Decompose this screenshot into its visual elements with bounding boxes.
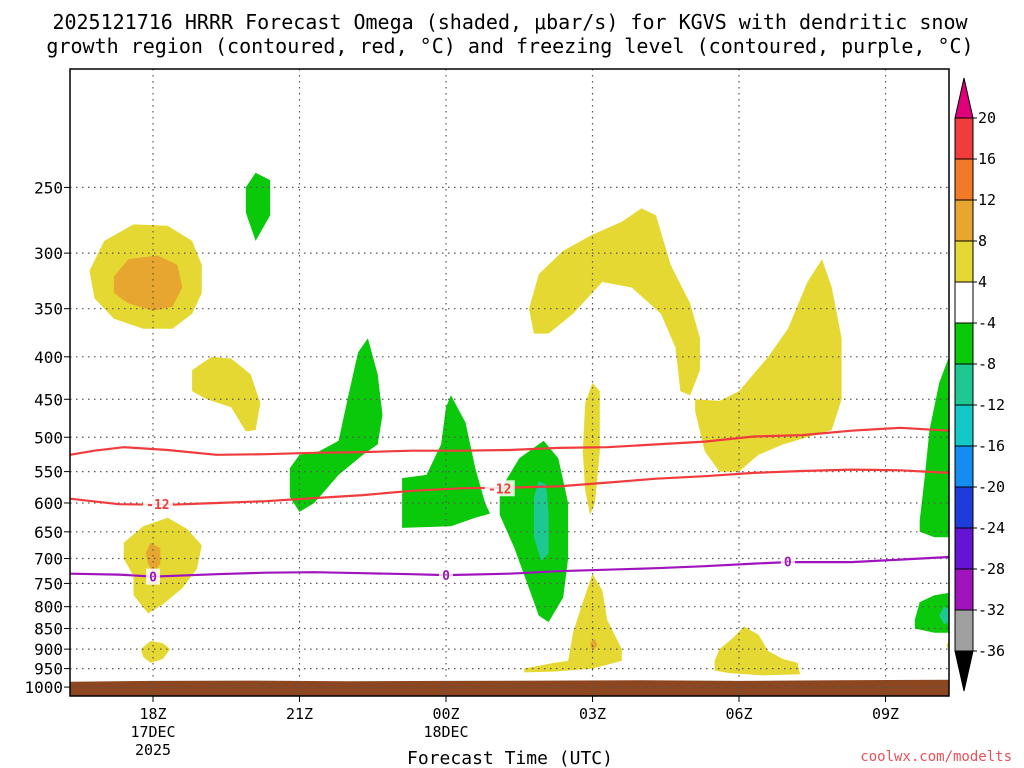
colorbar-band xyxy=(954,363,974,406)
colorbar-band xyxy=(954,404,974,447)
contour-label-freezing-level: 0 xyxy=(149,571,157,586)
contour-label-bg xyxy=(142,496,173,513)
y-tick-label: 800 xyxy=(34,598,63,617)
omega-region-10 xyxy=(524,573,622,673)
colorbar-band xyxy=(954,117,974,160)
chart-title-line2: growth region (contoured, red, °C) and f… xyxy=(46,34,973,58)
colorbar-band xyxy=(954,240,974,283)
colorbar-label: 20 xyxy=(978,109,996,127)
omega-region-8 xyxy=(529,208,700,396)
contour-label-bg xyxy=(439,567,454,584)
contour-label-bg xyxy=(780,553,795,570)
y-tick-label: 850 xyxy=(34,620,63,639)
contour-label-freezing-level: 0 xyxy=(442,569,450,584)
omega-region-12 xyxy=(695,259,842,472)
contour-label-freezing-level: 0 xyxy=(784,556,792,571)
colorbar-band xyxy=(954,486,974,529)
omega-region-14 xyxy=(123,517,202,614)
x-tick-label: 06Z xyxy=(725,705,752,723)
plot-frame xyxy=(69,68,950,697)
omega-region-5 xyxy=(402,395,490,528)
omega-region-2 xyxy=(192,356,261,432)
colorbar-label: -8 xyxy=(978,355,996,373)
gridlines xyxy=(70,69,949,696)
y-tick-label: 450 xyxy=(34,390,63,409)
chart-title-line1: 2025121716 HRRR Forecast Omega (shaded, … xyxy=(52,10,968,34)
omega-region-16 xyxy=(140,641,171,663)
y-tick-label: 550 xyxy=(34,463,63,482)
contour-label-bg xyxy=(146,568,161,585)
credit-text: coolwx.com/modelts xyxy=(860,749,1012,765)
colorbar: 20 16 12 8 4 -4 -8 -12 -16 -20 -24 -28 -32 -36 xyxy=(954,77,1005,692)
y-tick-label: 1000 xyxy=(24,678,63,697)
contour-label-dgz-bottom: -12 xyxy=(488,482,511,497)
colorbar-label: -28 xyxy=(978,560,1005,578)
x-tick-label: 21Z xyxy=(286,705,313,723)
omega-region-4 xyxy=(289,338,383,512)
terrain-layer xyxy=(70,679,949,696)
colorbar-label: -32 xyxy=(978,601,1005,619)
colorbar-band xyxy=(954,322,974,365)
x-tick-label: 09Z xyxy=(872,705,899,723)
colorbar-cap-bottom xyxy=(954,650,974,692)
omega-region-1 xyxy=(113,255,183,311)
colorbar-label: 16 xyxy=(978,150,996,168)
colorbar-band xyxy=(954,281,974,324)
y-tick-label: 500 xyxy=(34,428,63,447)
colorbar-label: -24 xyxy=(978,519,1005,537)
contour-label-bg xyxy=(484,480,515,497)
omega-region-13 xyxy=(714,626,801,676)
colorbar-label: 4 xyxy=(978,273,987,291)
omega-region-15 xyxy=(145,542,161,574)
omega-region-17 xyxy=(919,356,949,538)
colorbar-band xyxy=(954,445,974,488)
y-tick-label: 700 xyxy=(34,550,63,569)
y-tick-label: 250 xyxy=(34,178,63,197)
y-tick-label: 400 xyxy=(34,348,63,367)
y-tick-label: 350 xyxy=(34,300,63,319)
colorbar-label: 12 xyxy=(978,191,996,209)
omega-region-3 xyxy=(245,172,271,241)
y-tick-label: 650 xyxy=(34,523,63,542)
colorbar-label: -4 xyxy=(978,314,996,332)
colorbar-cap-top xyxy=(954,77,974,119)
x-tick-date: 18DEC xyxy=(423,723,468,741)
y-tick-label: 600 xyxy=(34,494,63,513)
terrain-fill xyxy=(70,679,949,696)
x-tick-label: 03Z xyxy=(579,705,606,723)
omega-shading-layer xyxy=(89,172,949,676)
contour-label-dgz-bottom: -12 xyxy=(146,498,169,513)
y-tick-label: 950 xyxy=(34,660,63,679)
colorbar-label: -12 xyxy=(978,396,1005,414)
x-axis-label: Forecast Time (UTC) xyxy=(407,748,613,768)
y-tick-label: 750 xyxy=(34,574,63,593)
y-tick-label: 900 xyxy=(34,640,63,659)
colorbar-band xyxy=(954,609,974,652)
colorbar-band xyxy=(954,527,974,570)
omega-region-7 xyxy=(533,481,549,562)
y-tick-label: 300 xyxy=(34,244,63,263)
x-tick-date: 17DEC xyxy=(130,723,175,741)
colorbar-band xyxy=(954,568,974,611)
omega-region-9 xyxy=(582,382,600,515)
contour-layer: -12 -12 0 0 0 xyxy=(69,426,950,586)
omega-region-19 xyxy=(939,606,949,625)
omega-region-11 xyxy=(590,639,598,652)
contour-dgz-top xyxy=(69,426,950,456)
x-tick-year: 2025 xyxy=(135,741,171,759)
colorbar-label: 8 xyxy=(978,232,987,250)
colorbar-label: -20 xyxy=(978,478,1005,496)
colorbar-band xyxy=(954,158,974,201)
pressure-axis: 2503003504004505005506006507007508008509… xyxy=(24,178,70,697)
colorbar-label: -36 xyxy=(978,642,1005,660)
omega-region-18 xyxy=(914,592,949,633)
contour-freezing-level xyxy=(69,555,950,578)
x-tick-label: 00Z xyxy=(432,705,459,723)
colorbar-label: -16 xyxy=(978,437,1005,455)
x-tick-label: 18Z xyxy=(139,705,166,723)
colorbar-band xyxy=(954,199,974,242)
